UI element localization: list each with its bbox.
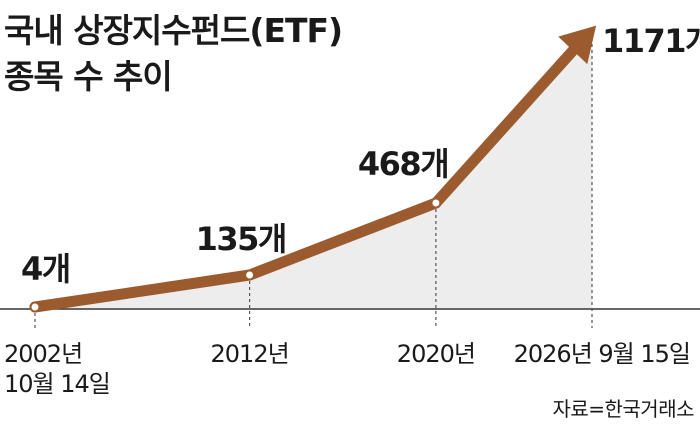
x-tick-label-0-1: 10월 14일 [4, 370, 110, 398]
chart-title: 국내 상장지수펀드(ETF) 종목 수 추이 [4, 8, 343, 100]
x-tick-label-0-0: 2002년 [4, 340, 82, 368]
title-line-1: 국내 상장지수펀드(ETF) [4, 11, 343, 50]
data-label-1: 135개 [196, 220, 286, 258]
data-label-0: 4개 [21, 250, 70, 288]
title-line-2: 종목 수 추이 [4, 57, 173, 96]
area-fill [35, 38, 592, 308]
data-label-2: 468개 [358, 145, 448, 183]
series-arrowhead [558, 25, 597, 65]
x-tick-label-1-0: 2012년 [211, 340, 289, 368]
x-tick-label-3-0: 2026년 9월 15일 [514, 340, 690, 368]
data-label-3: 1171개 [602, 22, 700, 60]
data-point-2 [430, 197, 442, 209]
series-line [29, 36, 587, 313]
x-tick-label-2-0: 2020년 [397, 340, 475, 368]
source-credit: 자료=한국거래소 [552, 397, 694, 421]
data-point-0 [29, 301, 41, 313]
data-point-1 [244, 269, 256, 281]
